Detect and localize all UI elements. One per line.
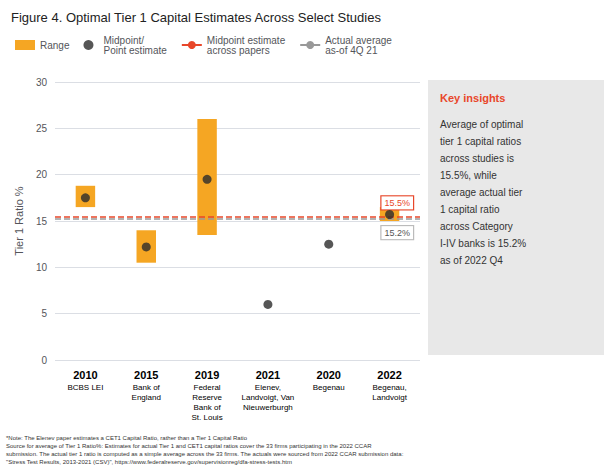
svg-text:Bank of: Bank of xyxy=(133,383,161,392)
svg-text:Figure 4. Optimal Tier 1 Capit: Figure 4. Optimal Tier 1 Capital Estimat… xyxy=(11,10,381,25)
svg-text:Bank of: Bank of xyxy=(194,403,222,412)
svg-text:2022: 2022 xyxy=(377,369,401,381)
svg-text:15.2%: 15.2% xyxy=(384,228,410,238)
svg-text:across studies is: across studies is xyxy=(440,153,514,164)
svg-text:2020: 2020 xyxy=(317,369,341,381)
svg-text:0: 0 xyxy=(41,355,47,366)
svg-text:"Stress Test Results, 2013-202: "Stress Test Results, 2013-2021 (CSV)", … xyxy=(6,459,292,465)
svg-text:10: 10 xyxy=(36,262,48,273)
svg-text:as of 2022 Q4: as of 2022 Q4 xyxy=(440,255,503,266)
svg-text:1 capital ratio: 1 capital ratio xyxy=(440,204,500,215)
svg-text:submission. The actual tier 1: submission. The actual tier 1 ratio is c… xyxy=(6,451,404,457)
svg-text:St. Louis: St. Louis xyxy=(192,413,223,422)
svg-text:average actual tier: average actual tier xyxy=(440,187,523,198)
svg-text:England: England xyxy=(132,393,161,402)
svg-text:as-of 4Q 21: as-of 4Q 21 xyxy=(325,45,378,56)
svg-text:Landvoigt: Landvoigt xyxy=(372,393,407,402)
svg-text:across Category: across Category xyxy=(440,221,513,232)
svg-text:Point estimate: Point estimate xyxy=(103,45,167,56)
svg-text:Elenev,: Elenev, xyxy=(255,383,281,392)
svg-text:Begenau,: Begenau, xyxy=(372,383,406,392)
svg-text:15: 15 xyxy=(36,216,48,227)
svg-text:tier 1 capital ratios: tier 1 capital ratios xyxy=(440,136,521,147)
svg-text:Landvoigt, Van: Landvoigt, Van xyxy=(242,393,295,402)
svg-text:across papers: across papers xyxy=(207,45,270,56)
svg-text:Midpoint/: Midpoint/ xyxy=(103,34,144,46)
svg-text:BCBS LEI: BCBS LEI xyxy=(67,383,103,392)
svg-text:Key insights: Key insights xyxy=(440,92,505,104)
svg-text:Reserve: Reserve xyxy=(192,393,222,402)
svg-text:20: 20 xyxy=(36,169,48,180)
svg-text:Begenau: Begenau xyxy=(313,383,345,392)
svg-text:5: 5 xyxy=(41,308,47,319)
svg-text:Nieuwerburgh: Nieuwerburgh xyxy=(243,403,293,412)
svg-text:Tier 1 Ratio %: Tier 1 Ratio % xyxy=(13,186,25,256)
svg-text:2019: 2019 xyxy=(195,369,219,381)
svg-text:Source for average of Tier 1 R: Source for average of Tier 1 Ratio%: Est… xyxy=(6,443,372,449)
svg-text:25: 25 xyxy=(36,123,48,134)
svg-text:Average of optimal: Average of optimal xyxy=(440,119,523,130)
svg-text:30: 30 xyxy=(36,77,48,88)
svg-text:2010: 2010 xyxy=(73,369,97,381)
svg-text:Range: Range xyxy=(40,40,70,51)
svg-text:Federal: Federal xyxy=(194,383,221,392)
svg-text:*Note: The Elenev paper estima: *Note: The Elenev paper estimates a CET1… xyxy=(6,435,248,441)
svg-text:15.5%: 15.5% xyxy=(384,198,410,208)
svg-text:2021: 2021 xyxy=(256,369,280,381)
svg-text:I-IV banks is 15.2%: I-IV banks is 15.2% xyxy=(440,238,526,249)
svg-text:2015: 2015 xyxy=(134,369,158,381)
svg-text:Midpoint estimate: Midpoint estimate xyxy=(206,34,286,46)
svg-text:Actual average: Actual average xyxy=(325,34,392,46)
svg-text:15.5%, while: 15.5%, while xyxy=(440,170,497,181)
